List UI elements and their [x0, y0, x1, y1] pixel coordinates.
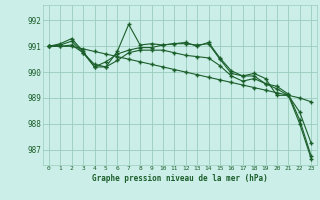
X-axis label: Graphe pression niveau de la mer (hPa): Graphe pression niveau de la mer (hPa): [92, 174, 268, 183]
